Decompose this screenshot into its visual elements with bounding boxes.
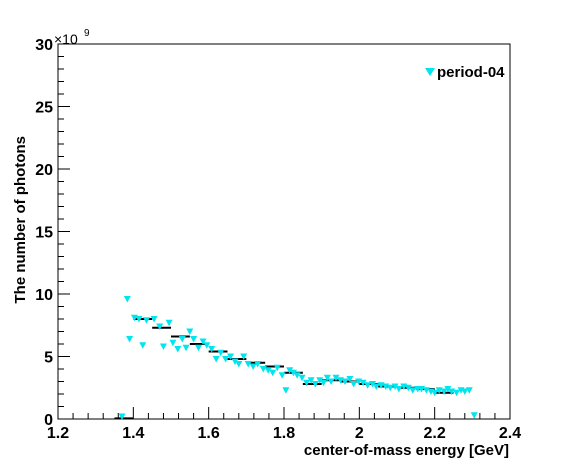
data-point bbox=[327, 378, 335, 385]
data-point bbox=[332, 374, 340, 382]
data-point bbox=[249, 363, 257, 370]
data-point bbox=[186, 328, 194, 335]
data-point bbox=[208, 346, 216, 353]
data-markers bbox=[118, 296, 478, 420]
data-point bbox=[254, 361, 262, 368]
y-multiplier-exponent: 9 bbox=[84, 28, 90, 39]
x-tick-label: 2 bbox=[355, 425, 364, 442]
data-point bbox=[364, 382, 372, 389]
data-point bbox=[273, 364, 281, 372]
data-point bbox=[199, 338, 207, 345]
plot-frame bbox=[57, 43, 511, 420]
data-point bbox=[391, 383, 399, 390]
data-point bbox=[244, 361, 252, 368]
data-point bbox=[126, 336, 134, 343]
data-point bbox=[404, 384, 412, 392]
data-point bbox=[409, 387, 417, 394]
data-point bbox=[143, 317, 151, 324]
data-point bbox=[311, 381, 319, 388]
data-point bbox=[369, 381, 377, 388]
x-tick-label: 2.4 bbox=[499, 425, 521, 442]
legend-label: period-04 bbox=[437, 64, 505, 81]
data-point bbox=[286, 367, 294, 374]
data-point bbox=[178, 336, 186, 343]
data-point bbox=[307, 377, 315, 384]
data-point bbox=[159, 343, 167, 350]
data-point bbox=[453, 389, 461, 397]
data-point bbox=[190, 336, 198, 343]
legend: period-04 bbox=[425, 64, 505, 81]
data-point bbox=[203, 342, 211, 349]
data-point bbox=[165, 319, 173, 327]
data-point bbox=[470, 412, 478, 419]
y-tick-label: 0 bbox=[44, 412, 53, 429]
data-point bbox=[341, 378, 349, 385]
y-tick-label: 15 bbox=[35, 225, 53, 242]
data-point bbox=[323, 374, 331, 382]
data-point bbox=[240, 353, 248, 360]
data-point bbox=[461, 388, 469, 395]
y-tick-label: 10 bbox=[35, 287, 53, 304]
axis-ticks: 1.2 1.4 1.6 1.8 2 2.2 2.4 0 5 10 15 20 25 30 bbox=[35, 37, 521, 442]
data-point bbox=[235, 361, 243, 368]
legend-marker bbox=[425, 68, 435, 76]
data-point bbox=[227, 353, 235, 360]
data-point bbox=[444, 386, 452, 393]
data-point bbox=[278, 372, 286, 379]
x-tick-label: 1.2 bbox=[47, 425, 69, 442]
data-point bbox=[440, 388, 448, 395]
x-tick-label: 1.8 bbox=[273, 425, 295, 442]
data-point bbox=[139, 342, 147, 349]
data-point bbox=[346, 376, 354, 383]
x-tick-label: 2.2 bbox=[424, 425, 446, 442]
data-point bbox=[395, 386, 403, 393]
data-point bbox=[359, 379, 367, 387]
data-point bbox=[372, 383, 380, 390]
data-point bbox=[386, 384, 394, 392]
data-point bbox=[174, 346, 182, 353]
data-point bbox=[150, 316, 158, 323]
data-point bbox=[293, 372, 301, 379]
data-point bbox=[289, 369, 297, 377]
data-point bbox=[123, 296, 131, 303]
data-point bbox=[231, 358, 239, 365]
data-point bbox=[282, 387, 290, 394]
y-axis-title: The number of photons bbox=[12, 136, 29, 303]
data-point bbox=[212, 356, 220, 363]
data-point bbox=[465, 387, 473, 394]
y-tick-label: 30 bbox=[35, 37, 53, 54]
data-point bbox=[222, 356, 230, 363]
data-point bbox=[182, 344, 190, 352]
y-tick-label: 25 bbox=[35, 100, 53, 117]
y-tick-label: 20 bbox=[35, 162, 53, 179]
data-point bbox=[350, 381, 358, 388]
x-tick-label: 1.4 bbox=[122, 425, 144, 442]
data-point bbox=[264, 367, 272, 374]
data-point bbox=[135, 316, 143, 323]
data-point bbox=[320, 379, 328, 387]
y-multiplier: ×10 bbox=[54, 31, 78, 47]
x-axis-title: center-of-mass energy [GeV] bbox=[304, 442, 509, 459]
data-point bbox=[169, 339, 177, 347]
data-point bbox=[118, 413, 126, 420]
data-point bbox=[217, 349, 225, 357]
data-point bbox=[269, 369, 277, 377]
data-point bbox=[259, 366, 267, 373]
data-point bbox=[303, 379, 311, 387]
x-tick-label: 1.6 bbox=[198, 425, 220, 442]
data-point bbox=[156, 323, 164, 330]
bin-lines bbox=[114, 318, 454, 420]
y-tick-label: 5 bbox=[44, 350, 53, 367]
data-point bbox=[194, 344, 202, 352]
data-point bbox=[431, 389, 439, 397]
data-point bbox=[298, 374, 306, 382]
data-point bbox=[316, 377, 324, 384]
